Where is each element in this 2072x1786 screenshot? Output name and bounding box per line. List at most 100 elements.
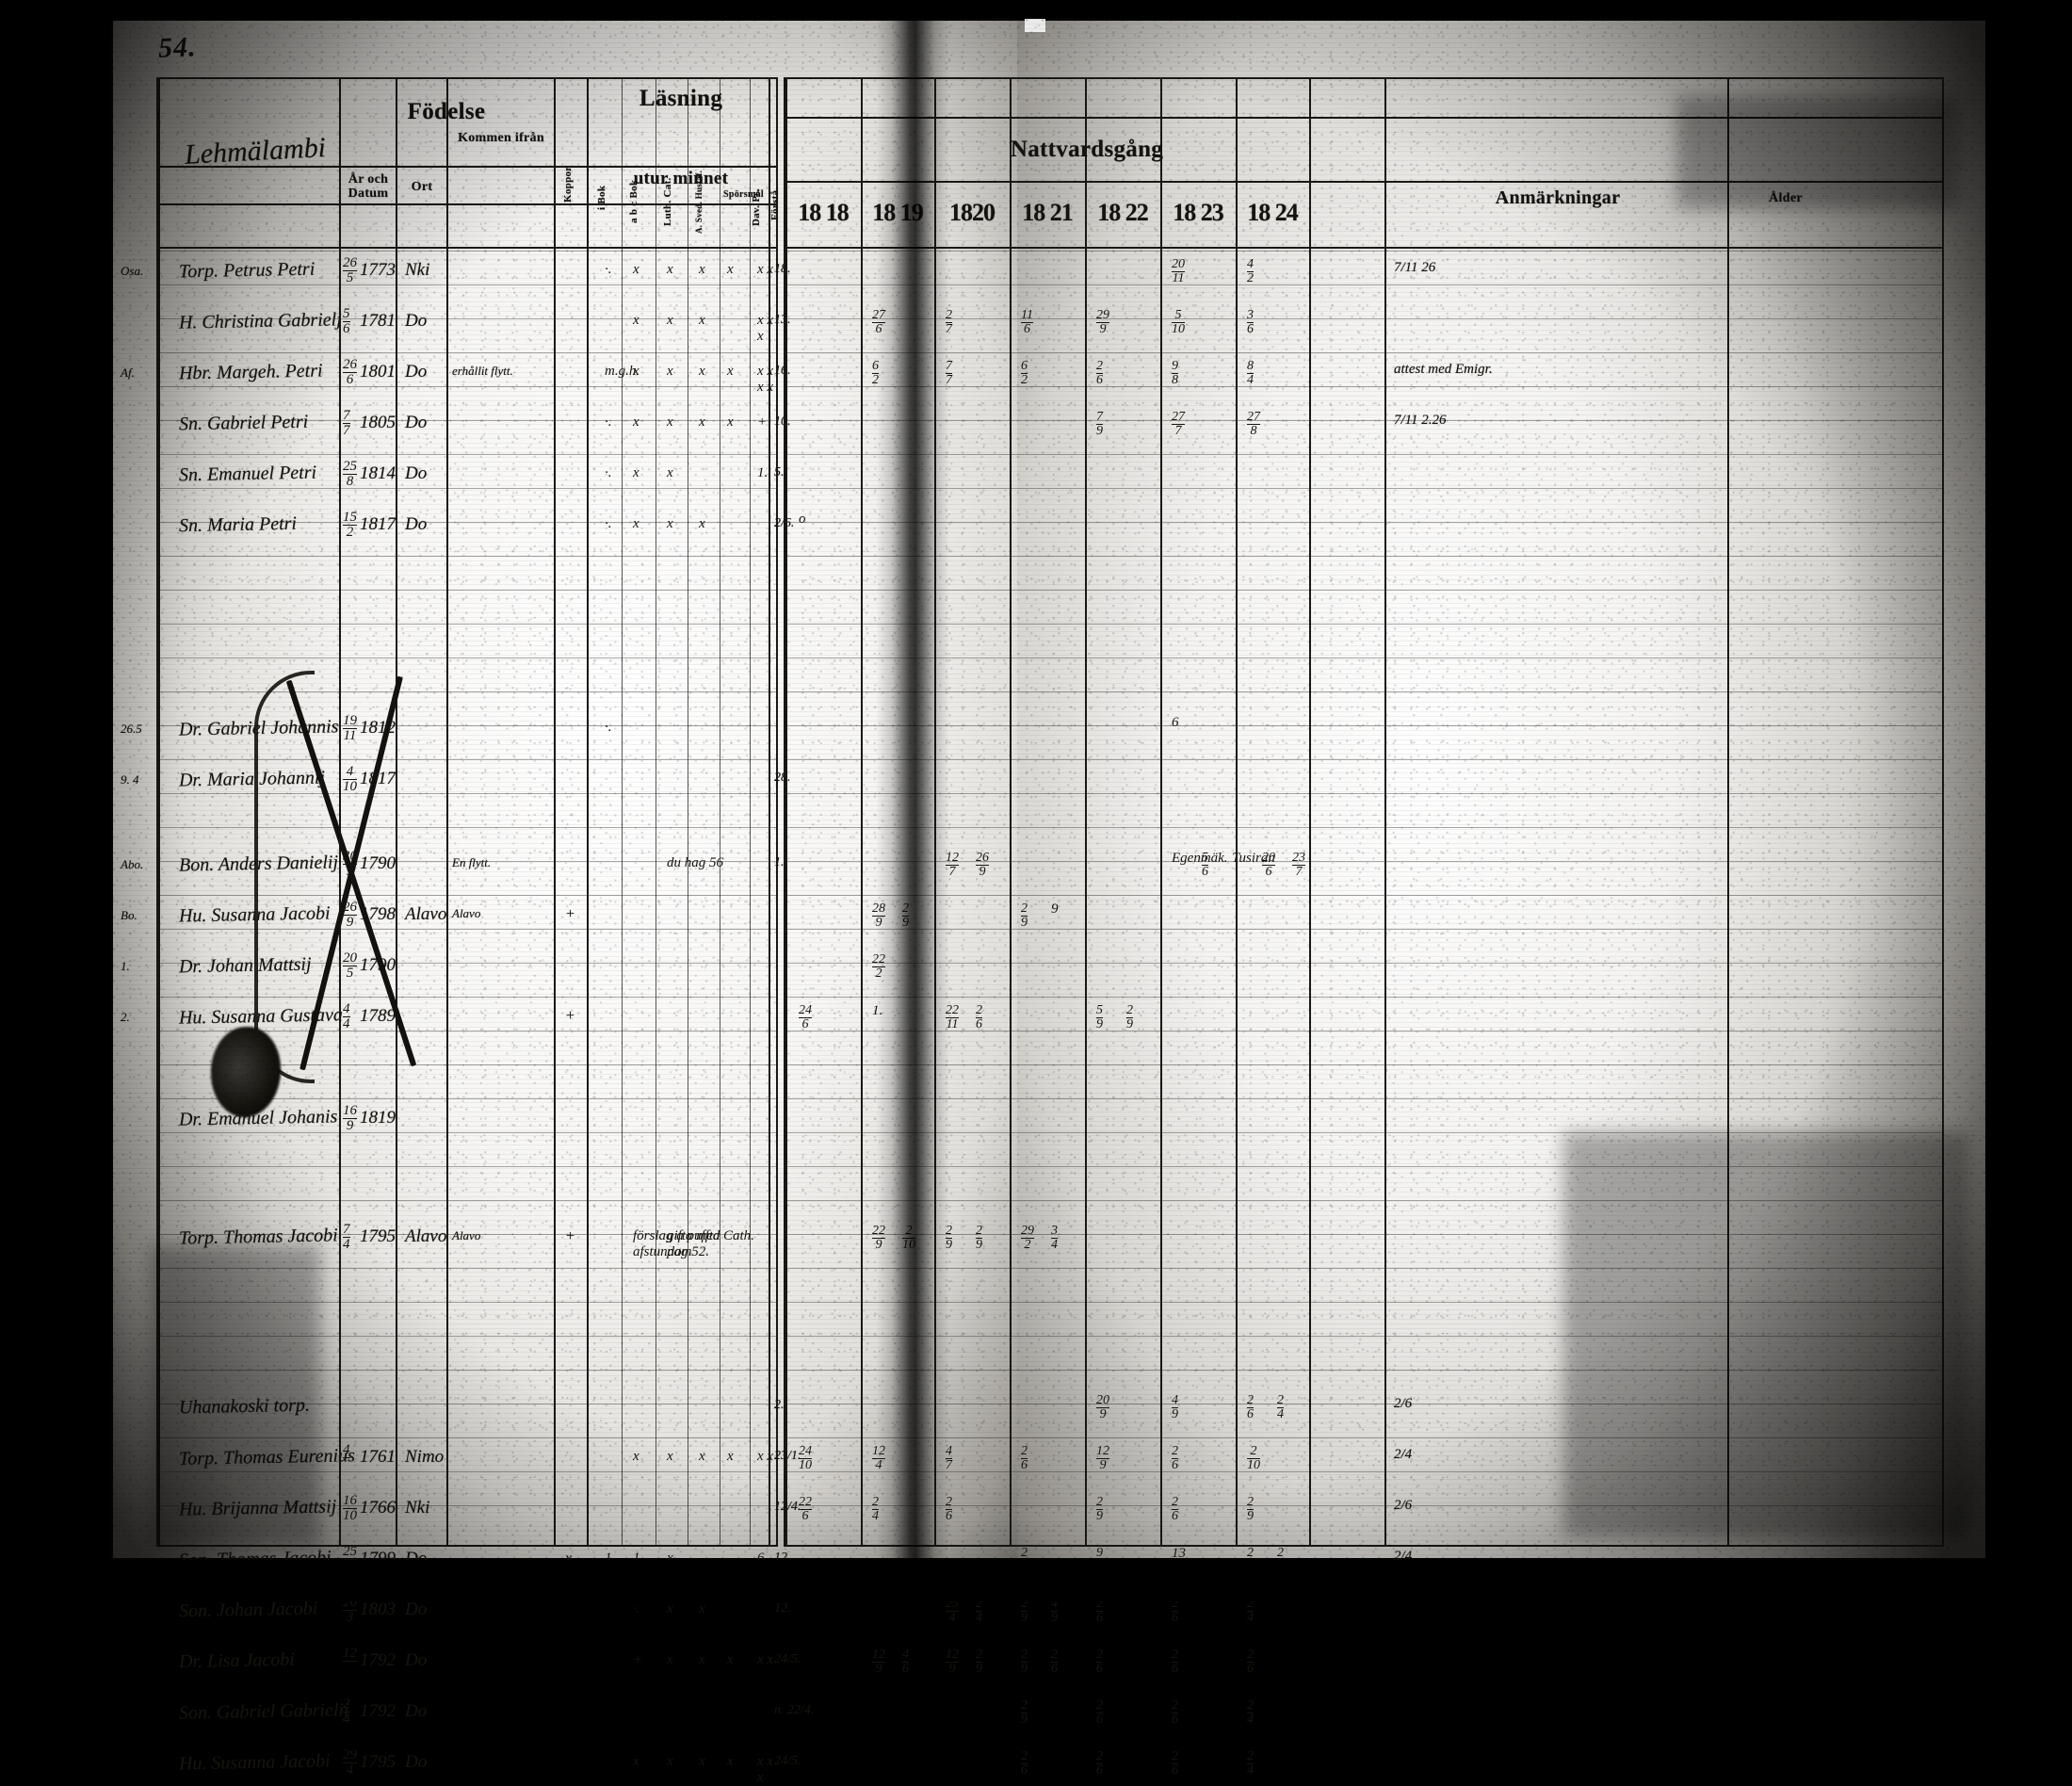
reading-mark: x xyxy=(727,1754,734,1769)
birth-year: 1801 xyxy=(360,362,396,382)
margin-note: Osa. xyxy=(121,264,144,278)
ruled-line xyxy=(785,318,1942,319)
anmarkning-note: 2/6 xyxy=(1394,1498,1413,1513)
birth-year: 1792 xyxy=(360,1701,396,1721)
reading-mark: x xyxy=(727,1449,734,1464)
reading-mark: x xyxy=(633,262,639,277)
reading-mark: ·. xyxy=(605,414,612,430)
reading-mark: x x xyxy=(757,262,774,277)
ruled-line xyxy=(158,284,776,285)
col-rule-koppor xyxy=(587,79,589,1545)
person-name: Son. Johan Jacobi xyxy=(178,1598,318,1622)
header-sporsmal: Spörsmål xyxy=(723,189,764,200)
communion-date: 13 xyxy=(1172,1546,1186,1561)
smear-bottom-left xyxy=(151,1245,320,1547)
communion-date: 27 7 xyxy=(1172,410,1185,438)
ruled-line xyxy=(158,352,776,353)
communion-date: o xyxy=(799,511,806,527)
communion-date: 2 10 xyxy=(902,1224,915,1252)
communion-date: 2 10 xyxy=(1247,1444,1260,1472)
ruled-line xyxy=(158,1132,776,1133)
communion-date: 27 6 xyxy=(872,308,885,336)
reading-mark: x xyxy=(633,313,639,328)
communion-date: 1. xyxy=(872,1003,883,1018)
person-name: Sn. Maria Petri xyxy=(178,512,298,537)
communion-date: 12 7 xyxy=(946,851,959,879)
header-ar-och-datum: År och Datum xyxy=(348,172,389,201)
communion-year-4: 18 21 xyxy=(1022,199,1074,226)
reading-total: 24/5. xyxy=(774,1652,801,1666)
r-header-rule-3 xyxy=(785,247,1942,249)
communion-date: 25 4 xyxy=(946,1597,959,1625)
r-col-rule-anm xyxy=(1384,79,1386,1545)
person-name: Torp. Petrus Petri xyxy=(178,258,316,283)
col-rule-ibok xyxy=(622,79,623,1545)
communion-year-1: 18 18 xyxy=(798,199,850,226)
ruled-line xyxy=(785,997,1942,998)
ruled-line xyxy=(158,691,776,692)
ruled-line xyxy=(158,488,776,489)
birth-place: Do xyxy=(405,1650,428,1670)
header-nattvardsgang: Nattvardsgång xyxy=(1010,137,1164,162)
birth-place: Nki xyxy=(405,260,430,280)
birth-place: Nki xyxy=(405,1498,430,1518)
birth-day-month: 25 8 xyxy=(343,459,357,489)
reading-mark: ·. xyxy=(605,720,612,735)
ruled-line xyxy=(785,1064,1942,1065)
reading-mark: x x xyxy=(757,1449,774,1464)
person-name: Son. Gabriel Gabrielij xyxy=(178,1699,349,1724)
communion-year-5: 18 22 xyxy=(1097,199,1149,226)
smear-top-right xyxy=(1676,96,1959,209)
kommen-ifran-note: Alavo xyxy=(452,906,481,920)
communion-date: 6 xyxy=(1172,715,1179,730)
ruled-line xyxy=(785,251,1942,252)
ruled-line xyxy=(158,997,776,998)
person-name: Dr. Lisa Jacobi xyxy=(178,1648,295,1673)
reading-mark: x x x xyxy=(757,313,774,344)
reading-mark: x xyxy=(633,414,639,430)
r-col-rule-y2 xyxy=(934,79,936,1545)
reading-mark: x xyxy=(667,1601,673,1616)
reading-mark: x xyxy=(667,465,673,480)
communion-date: 22 6 xyxy=(799,1495,812,1523)
communion-date: 22 2 xyxy=(872,952,885,981)
reading-mark: x x xyxy=(757,1652,774,1667)
birth-place: Do xyxy=(405,1752,428,1772)
communion-date: 5 10 xyxy=(1172,308,1185,336)
reading-total: 12. xyxy=(774,1601,791,1616)
birth-place: Do xyxy=(405,463,428,483)
birth-year: 1803 xyxy=(360,1599,396,1619)
birth-year: 1773 xyxy=(360,260,396,280)
ruled-line xyxy=(785,420,1942,421)
ruled-line xyxy=(158,454,776,455)
ruled-line xyxy=(785,759,1942,760)
reading-mark: ·. xyxy=(605,516,612,531)
ruled-line xyxy=(785,861,1942,862)
ruled-line xyxy=(785,963,1942,964)
reading-mark: x xyxy=(667,262,673,277)
